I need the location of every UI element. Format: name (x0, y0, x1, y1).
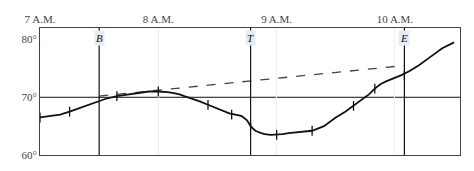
svg-text:B: B (96, 32, 103, 44)
svg-text:60°: 60° (21, 149, 36, 161)
svg-text:80°: 80° (21, 33, 36, 45)
svg-text:7 A.M.: 7 A.M. (25, 13, 56, 25)
svg-text:10 A.M.: 10 A.M. (377, 13, 414, 25)
svg-text:8 A.M.: 8 A.M. (143, 13, 174, 25)
svg-text:E: E (400, 32, 408, 44)
svg-text:70°: 70° (21, 91, 36, 103)
svg-text:9 A.M.: 9 A.M. (261, 13, 292, 25)
svg-text:T: T (247, 32, 254, 44)
